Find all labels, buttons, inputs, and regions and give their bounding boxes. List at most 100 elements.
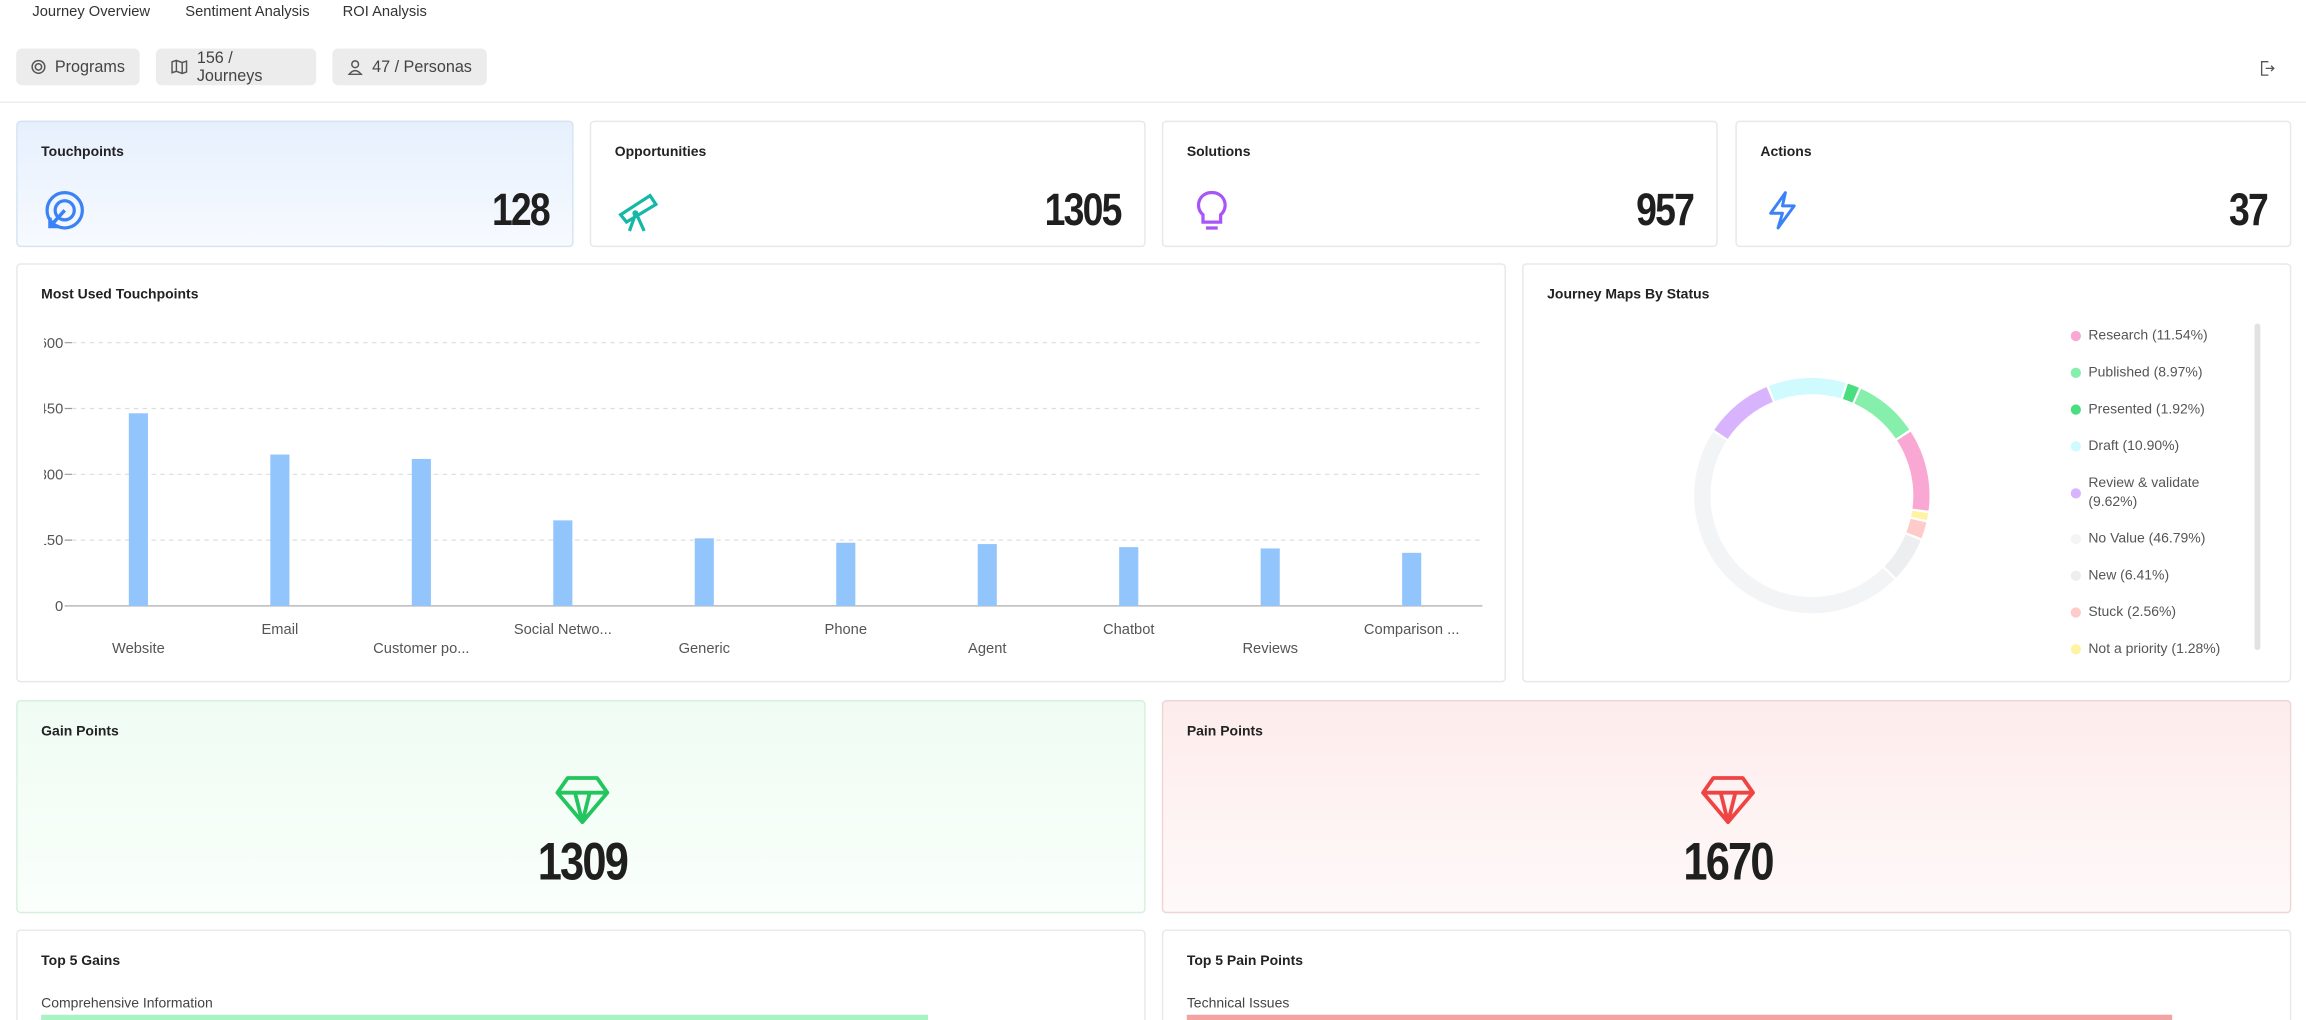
legend-item: Research (11.54%) — [2070, 326, 2236, 345]
divider — [0, 101, 2306, 103]
x-tick-label: Customer po... — [373, 641, 469, 657]
item-bar — [1186, 1014, 2173, 1020]
top-pains-card: Top 5 Pain Points Technical Issues — [1161, 929, 2292, 1020]
legend-label: No Value (46.79%) — [2088, 530, 2206, 548]
stat-value: 37 — [2228, 183, 2268, 236]
stat-value: 957 — [1635, 183, 1695, 236]
map-icon — [171, 59, 188, 75]
x-tick-label: Reviews — [1242, 641, 1298, 657]
legend-item: New (6.41%) — [2070, 566, 2236, 585]
legend: Research (11.54%) Published (8.97%) Presen… — [2070, 326, 2236, 659]
legend-label: Research (11.54%) — [2088, 327, 2208, 345]
bar — [128, 413, 148, 606]
legend-item: Presented (1.92%) — [2070, 400, 2236, 419]
top-gains-card: Top 5 Gains Comprehensive Information — [16, 929, 1146, 1020]
legend-swatch — [2070, 367, 2081, 378]
y-tick-label: 150 — [44, 533, 63, 549]
bar — [694, 538, 714, 606]
gain-value: 1309 — [537, 830, 629, 892]
x-tick-label: Email — [262, 622, 299, 638]
x-tick-label: Phone — [825, 622, 867, 638]
donut-segment — [1768, 377, 1846, 402]
legend-item: No Value (46.79%) — [2070, 529, 2236, 548]
legend-swatch — [2070, 644, 2081, 655]
legend-item: Draft (10.90%) — [2070, 437, 2236, 456]
donut-segment — [1854, 388, 1910, 439]
pain-icon — [1701, 776, 1755, 825]
stat-label: Touchpoints — [41, 144, 124, 161]
bar — [977, 544, 997, 606]
bar — [1402, 552, 1422, 606]
legend-label: Presented (1.92%) — [2088, 401, 2205, 418]
pain-card: Pain Points 1670 — [1161, 700, 2292, 914]
stat-card: Solutions 957 — [1161, 120, 1718, 248]
tab[interactable]: Journey Overview — [32, 4, 151, 21]
legend-label: Published (8.97%) — [2088, 364, 2203, 381]
filter-chip[interactable]: Programs — [16, 48, 140, 86]
legend-item: Stuck (2.56%) — [2070, 603, 2236, 622]
legend-swatch — [2070, 330, 2081, 342]
pain-value: 1670 — [1683, 830, 1774, 892]
stat-label: Solutions — [1186, 144, 1251, 161]
chart-title: Journey Maps By Status — [1547, 286, 1710, 303]
item-label: Comprehensive Information — [41, 995, 213, 1012]
x-tick-label: Chatbot — [1103, 622, 1154, 638]
donut-chart — [1694, 377, 1930, 614]
legend-item: Review & validate (9.62%) — [2070, 474, 2236, 512]
legend-swatch — [2070, 487, 2081, 498]
opportunity-icon — [618, 193, 659, 232]
legend-label: Not a priority (1.28%) — [2088, 641, 2221, 658]
chip-label: 156 / Journeys — [196, 49, 263, 85]
donut-segment — [1906, 518, 1927, 539]
card-title: Pain Points — [1186, 723, 1263, 740]
stat-card: Actions 37 — [1735, 120, 2292, 248]
item-label: Technical Issues — [1186, 995, 1290, 1012]
legend-swatch — [2070, 533, 2081, 545]
stat-value: 128 — [491, 183, 551, 236]
touchpoint-icon — [45, 191, 84, 230]
gain-card: Gain Points 1309 — [16, 700, 1146, 914]
bar — [411, 458, 431, 606]
solution-icon — [1196, 191, 1227, 230]
x-tick-label: Agent — [968, 641, 1006, 657]
legend-swatch — [2070, 607, 2081, 618]
logout-button[interactable] — [2259, 60, 2275, 76]
bar — [1260, 548, 1280, 606]
chart-title: Most Used Touchpoints — [41, 286, 199, 303]
y-tick-label: 0 — [55, 599, 63, 615]
card-title: Top 5 Gains — [41, 952, 121, 970]
legend-label: Review & validate (9.62%) — [2088, 475, 2200, 511]
card-title: Top 5 Pain Points — [1186, 952, 1304, 970]
legend-item: Published (8.97%) — [2070, 363, 2236, 382]
x-tick-label: Generic — [679, 641, 730, 657]
filter-chip[interactable]: 156 / Journeys — [155, 48, 317, 86]
x-tick-label: Social Netwo... — [514, 622, 612, 638]
donut-segment — [1694, 431, 1895, 614]
chip-label: Programs — [54, 58, 126, 76]
tab[interactable]: Sentiment Analysis — [185, 4, 310, 21]
chart-card: Journey Maps By Status Research (11.54%)… — [1522, 263, 2292, 683]
legend-label: Stuck (2.56%) — [2088, 604, 2177, 621]
legend-swatch — [2070, 570, 2081, 581]
bar — [1119, 547, 1139, 606]
x-tick-label: Website — [112, 641, 165, 657]
scrollbar[interactable] — [2254, 323, 2261, 651]
filter-chip[interactable]: 47 / Personas — [332, 48, 487, 86]
persona-icon — [347, 60, 363, 76]
donut-segment — [1897, 431, 1930, 511]
item-bar — [41, 1014, 928, 1020]
legend-item: Not a priority (1.28%) — [2070, 640, 2236, 659]
legend-label: Draft (10.90%) — [2088, 438, 2180, 455]
stat-label: Actions — [1760, 144, 1812, 161]
chart-card: Most Used Touchpoints 0 150 300 450 600 Websi… — [16, 263, 1506, 683]
legend-swatch — [2070, 441, 2081, 452]
bar-chart: 0 150 300 450 600 Website Email Customer po... S… — [44, 336, 1483, 657]
legend-label: New (6.41%) — [2088, 567, 2170, 584]
donut-segment — [1911, 510, 1929, 521]
tab[interactable]: ROI Analysis — [342, 4, 427, 21]
action-icon — [1769, 191, 1796, 230]
donut-segment — [1714, 386, 1773, 439]
chip-label: 47 / Personas — [372, 58, 472, 76]
